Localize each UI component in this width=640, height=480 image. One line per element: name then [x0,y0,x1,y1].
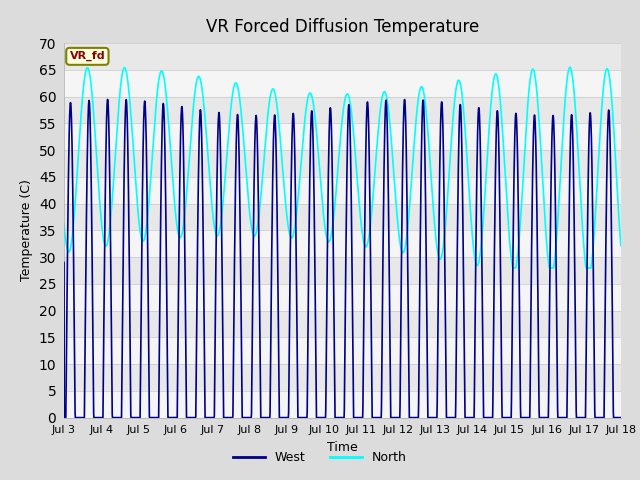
Bar [64,177,621,204]
X-axis label: Time: Time [327,441,358,454]
Bar [64,43,621,70]
Bar [64,364,621,391]
Bar [64,70,621,96]
Bar [64,123,621,150]
Bar [64,284,621,311]
Text: VR_fd: VR_fd [70,51,105,61]
Bar [64,391,621,418]
Bar [64,150,621,177]
Y-axis label: Temperature (C): Temperature (C) [20,180,33,281]
Bar [64,337,621,364]
Bar [64,311,621,337]
Title: VR Forced Diffusion Temperature: VR Forced Diffusion Temperature [206,18,479,36]
Bar [64,257,621,284]
Bar [64,204,621,230]
Legend: West, North: West, North [228,446,412,469]
Bar [64,230,621,257]
Bar [64,96,621,123]
